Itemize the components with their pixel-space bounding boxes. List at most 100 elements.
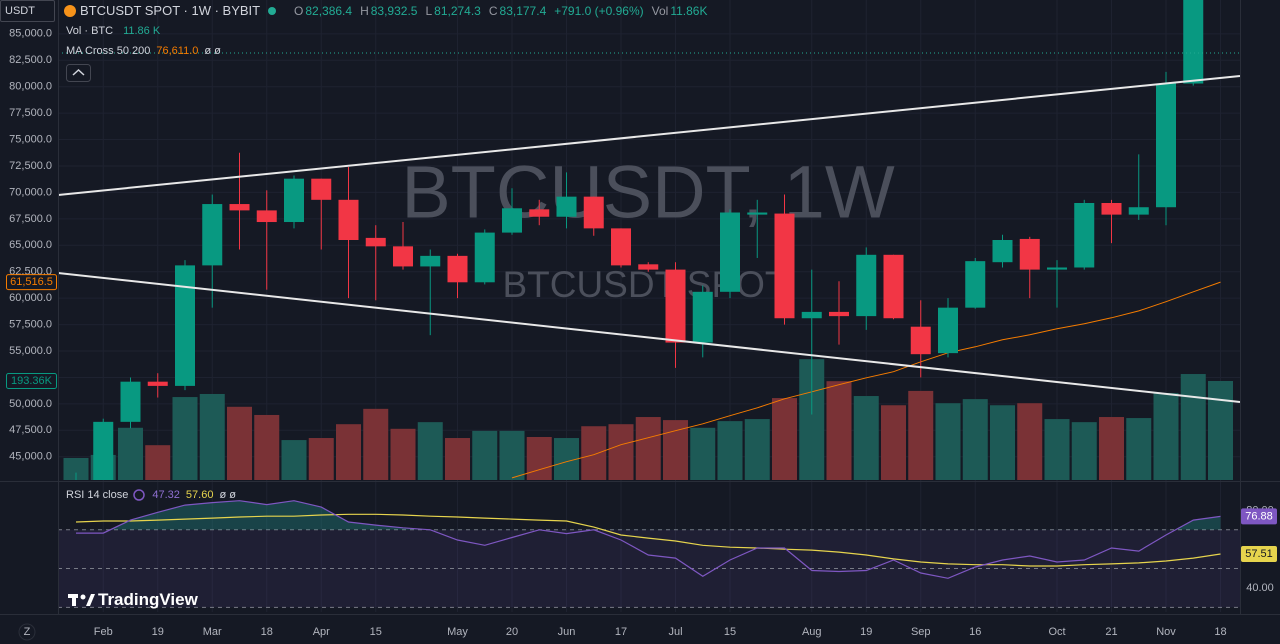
branding: TradingView bbox=[98, 590, 198, 609]
watermark-subtitle: BTCUSDT SPOT bbox=[502, 264, 787, 305]
candle-body bbox=[829, 311, 849, 317]
ohlc-key: C bbox=[488, 4, 498, 18]
scale-button-label: Z bbox=[24, 626, 31, 638]
x-tick-label: 15 bbox=[724, 626, 736, 638]
volume-bar bbox=[308, 438, 334, 480]
candle-body bbox=[93, 421, 114, 480]
volume-bar bbox=[445, 438, 470, 480]
volume-bar bbox=[962, 399, 988, 480]
volume-bar bbox=[744, 419, 770, 480]
axis-value-box bbox=[6, 274, 57, 291]
axes: 85,000.0 82,500.0 80,000.0 77,500.0 75,000.0… bbox=[6, 28, 1277, 638]
x-tick-label: 19 bbox=[152, 626, 164, 638]
y-tick-label: 75,000.0 bbox=[9, 133, 52, 145]
volume-bar bbox=[281, 440, 307, 480]
logo-part bbox=[80, 594, 86, 600]
candle-body bbox=[583, 196, 604, 229]
candle-body bbox=[774, 213, 795, 319]
candle-body bbox=[1156, 83, 1176, 208]
main-pane bbox=[63, 0, 1233, 480]
axis-value-label: 193.36K bbox=[11, 375, 53, 387]
change: +791.0 (+0.96%) bbox=[554, 4, 644, 18]
trendline bbox=[58, 75, 1240, 196]
ohlc-key: L bbox=[425, 4, 433, 18]
volume-bar bbox=[853, 396, 879, 480]
y-tick-label: 82,500.0 bbox=[9, 54, 52, 66]
rsi-legend-value: ø ø bbox=[219, 489, 236, 501]
grid bbox=[58, 0, 1240, 612]
volume-bar bbox=[881, 405, 906, 480]
rsi-legend-value: 57.60 bbox=[185, 489, 214, 501]
candle-body bbox=[556, 196, 577, 217]
rsi-legend: RSI 14 close 47.32 57.60 ø ø bbox=[66, 487, 236, 503]
indicator-value: ø ø bbox=[204, 45, 221, 57]
candle-body bbox=[856, 254, 877, 317]
ohlc-value: 83,177.4 bbox=[499, 4, 547, 18]
candle-body bbox=[611, 228, 631, 266]
candle-body bbox=[1128, 207, 1149, 215]
vol-value: 11.86K bbox=[670, 4, 708, 18]
volume-bar bbox=[1017, 403, 1043, 480]
volume-bar bbox=[1099, 417, 1124, 480]
x-tick-label: Jul bbox=[668, 626, 682, 638]
volume-bar bbox=[581, 426, 607, 480]
volume-bar bbox=[118, 427, 143, 480]
symbol-title: BTCUSDT SPOT · 1W · BYBIT bbox=[80, 3, 261, 18]
y-tick-label: 77,500.0 bbox=[9, 107, 52, 119]
scale-button[interactable] bbox=[18, 623, 36, 641]
volume-bar bbox=[499, 430, 525, 480]
indicator-legend: MA Cross 50 200 76,611.0 ø ø bbox=[66, 43, 221, 59]
ohlc-value: 83,932.5 bbox=[370, 4, 418, 18]
indicator-name: MA Cross 50 200 bbox=[66, 45, 151, 57]
currency-button[interactable]: USDT bbox=[0, 0, 55, 22]
volume-bar bbox=[1153, 392, 1179, 480]
candle-body bbox=[910, 326, 931, 355]
y-tick-label: 70,000.0 bbox=[9, 186, 52, 198]
ohlc-value: 81,274.3 bbox=[434, 4, 481, 18]
volume-bar bbox=[772, 398, 797, 480]
volume-bar bbox=[63, 457, 89, 480]
volume-bar bbox=[935, 403, 961, 480]
rsi-line bbox=[76, 500, 1221, 579]
y-tick-label: 57,500.0 bbox=[9, 318, 52, 330]
volume-bar bbox=[608, 424, 634, 480]
logo-part bbox=[86, 594, 95, 606]
candle-body bbox=[338, 199, 359, 240]
volume-bar bbox=[254, 414, 280, 480]
volume-bar bbox=[717, 421, 743, 480]
x-tick-label: 18 bbox=[261, 626, 273, 638]
x-tick-label: Oct bbox=[1048, 626, 1065, 638]
x-tick-label: 16 bbox=[969, 626, 981, 638]
collapse-button[interactable] bbox=[66, 64, 91, 82]
x-tick-label: Feb bbox=[94, 626, 113, 638]
volume-bar bbox=[417, 422, 443, 480]
candle-body bbox=[665, 269, 686, 343]
candle-body bbox=[720, 212, 740, 292]
y-tick-label: 72,500.0 bbox=[9, 160, 52, 172]
x-tick-label: 20 bbox=[506, 626, 518, 638]
x-tick-label: 15 bbox=[370, 626, 382, 638]
candle-body bbox=[1047, 267, 1067, 270]
volume-bar bbox=[908, 390, 934, 480]
vol-key: Vol bbox=[651, 4, 669, 18]
y-tick-label: 55,000.0 bbox=[9, 345, 52, 357]
rsi-pane bbox=[58, 500, 1240, 608]
volume-bar bbox=[554, 438, 579, 480]
candle-body bbox=[365, 237, 386, 247]
y-tick-label: 60,000.0 bbox=[9, 292, 52, 304]
rsi-value-label: 76.88 bbox=[1245, 510, 1273, 522]
volume-bar bbox=[826, 381, 852, 480]
volume-bar bbox=[390, 428, 416, 480]
candle-body bbox=[1019, 238, 1040, 270]
x-tick-label: 17 bbox=[615, 626, 627, 638]
y-tick-label: 50,000.0 bbox=[9, 398, 52, 410]
candle-body bbox=[747, 212, 768, 215]
x-tick-label: Apr bbox=[313, 626, 330, 638]
ohlc-legend: O 82,386.4 H 83,932.5 L 81,274.3 C 83,177.4 … bbox=[294, 3, 708, 19]
candle-body bbox=[229, 204, 250, 211]
ohlc-value: 82,386.4 bbox=[305, 4, 353, 18]
rsi-tick-label: 40.00 bbox=[1246, 582, 1274, 594]
candle-body bbox=[502, 208, 522, 233]
